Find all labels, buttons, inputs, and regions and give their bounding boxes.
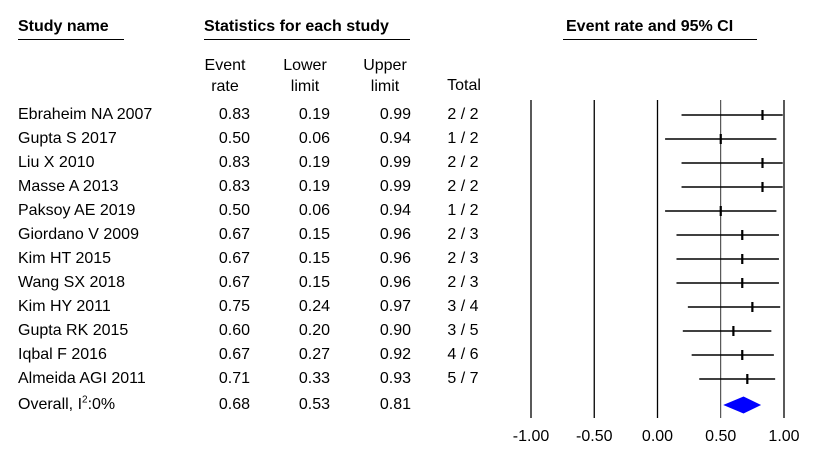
upper-limit-cell: 0.99 — [379, 178, 411, 195]
event-rate-cell: 0.75 — [218, 298, 250, 315]
lower-limit-cell: 0.19 — [298, 154, 330, 171]
overall-label: Overall, I2:0% — [18, 394, 116, 414]
total-cell: 2 / 3 — [447, 274, 479, 291]
col-header-event-rate-line2: rate — [211, 78, 239, 95]
upper-limit-cell: 0.99 — [379, 154, 411, 171]
upper-limit-cell: 0.93 — [379, 370, 411, 387]
col-header-total: Total — [447, 77, 481, 94]
x-tick-label: 1.00 — [768, 428, 799, 445]
total-cell: 3 / 4 — [447, 298, 479, 315]
overall-upper: 0.81 — [379, 396, 411, 413]
total-cell: 1 / 2 — [447, 130, 479, 147]
x-tick-label: -1.00 — [513, 428, 550, 445]
col-header-upper-limit-line1: Upper — [363, 57, 407, 74]
study-name: Kim HY 2011 — [18, 298, 111, 315]
lower-limit-cell: 0.20 — [298, 322, 330, 339]
event-rate-cell: 0.50 — [218, 130, 250, 147]
upper-limit-cell: 0.96 — [379, 274, 411, 291]
total-cell: 2 / 2 — [447, 154, 479, 171]
x-tick-label: 0.50 — [705, 428, 736, 445]
study-name: Almeida AGI 2011 — [18, 370, 146, 387]
event-rate-cell: 0.83 — [218, 178, 250, 195]
upper-limit-cell: 0.96 — [379, 250, 411, 267]
event-rate-cell: 0.67 — [218, 226, 250, 243]
total-cell: 2 / 3 — [447, 250, 479, 267]
upper-limit-cell: 0.99 — [379, 106, 411, 123]
upper-limit-cell: 0.90 — [379, 322, 411, 339]
overall-label-suffix: :0% — [87, 396, 116, 413]
lower-limit-cell: 0.24 — [298, 298, 330, 315]
x-tick-label: -0.50 — [576, 428, 613, 445]
total-cell: 5 / 7 — [447, 370, 479, 387]
lower-limit-cell: 0.19 — [298, 178, 330, 195]
overall-label-text: Overall, I — [18, 396, 83, 413]
col-header-upper-limit-line2: limit — [370, 78, 400, 95]
header-event-rate-ci-underline — [563, 39, 757, 40]
event-rate-cell: 0.60 — [218, 322, 250, 339]
total-cell: 3 / 5 — [447, 322, 479, 339]
total-cell: 2 / 3 — [447, 226, 479, 243]
study-name: Masse A 2013 — [18, 178, 119, 195]
event-rate-cell: 0.67 — [218, 274, 250, 291]
lower-limit-cell: 0.15 — [298, 250, 330, 267]
study-name: Liu X 2010 — [18, 154, 95, 171]
total-cell: 1 / 2 — [447, 202, 479, 219]
event-rate-cell: 0.83 — [218, 106, 250, 123]
study-name: Iqbal F 2016 — [18, 346, 107, 363]
col-header-event-rate-line1: Event — [204, 57, 246, 74]
header-study-name: Study name — [18, 18, 109, 35]
lower-limit-cell: 0.06 — [298, 130, 330, 147]
lower-limit-cell: 0.19 — [298, 106, 330, 123]
event-rate-cell: 0.83 — [218, 154, 250, 171]
upper-limit-cell: 0.92 — [379, 346, 411, 363]
lower-limit-cell: 0.15 — [298, 274, 330, 291]
overall-label-superscript: 2 — [82, 394, 88, 406]
lower-limit-cell: 0.15 — [298, 226, 330, 243]
col-header-lower-limit: Lower limit — [270, 55, 340, 97]
col-header-event-rate: Event rate — [190, 55, 260, 97]
col-header-lower-limit-line2: limit — [290, 78, 320, 95]
lower-limit-cell: 0.33 — [298, 370, 330, 387]
study-name: Giordano V 2009 — [18, 226, 139, 243]
study-name: Ebraheim NA 2007 — [18, 106, 153, 123]
event-rate-cell: 0.67 — [218, 346, 250, 363]
event-rate-cell: 0.71 — [218, 370, 250, 387]
overall-rate: 0.68 — [218, 396, 250, 413]
lower-limit-cell: 0.27 — [298, 346, 330, 363]
header-event-rate-ci: Event rate and 95% CI — [566, 18, 734, 35]
upper-limit-cell: 0.97 — [379, 298, 411, 315]
study-name: Gupta S 2017 — [18, 130, 117, 147]
lower-limit-cell: 0.06 — [298, 202, 330, 219]
study-name: Paksoy AE 2019 — [18, 202, 136, 219]
study-name: Wang SX 2018 — [18, 274, 126, 291]
study-name: Kim HT 2015 — [18, 250, 112, 267]
upper-limit-cell: 0.96 — [379, 226, 411, 243]
event-rate-cell: 0.67 — [218, 250, 250, 267]
header-statistics-underline — [204, 39, 410, 40]
header-statistics: Statistics for each study — [204, 18, 389, 35]
overall-diamond — [723, 396, 762, 414]
study-name: Gupta RK 2015 — [18, 322, 129, 339]
total-cell: 2 / 2 — [447, 178, 479, 195]
upper-limit-cell: 0.94 — [379, 130, 411, 147]
col-header-lower-limit-line1: Lower — [283, 57, 327, 74]
upper-limit-cell: 0.94 — [379, 202, 411, 219]
x-tick-label: 0.00 — [642, 428, 673, 445]
col-header-upper-limit: Upper limit — [350, 55, 420, 97]
event-rate-cell: 0.50 — [218, 202, 250, 219]
total-cell: 2 / 2 — [447, 106, 479, 123]
overall-lower: 0.53 — [298, 396, 330, 413]
total-cell: 4 / 6 — [447, 346, 479, 363]
header-study-name-underline — [18, 39, 124, 40]
